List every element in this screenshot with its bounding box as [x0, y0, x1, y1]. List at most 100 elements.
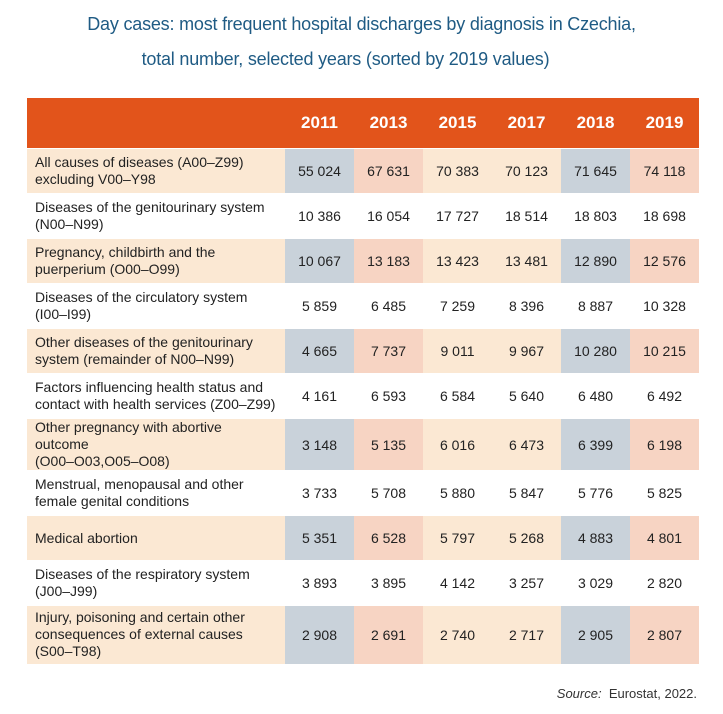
value-cell-2015: 5 797 — [423, 515, 492, 561]
row-label: Diseases of the genitourinary system (N00… — [27, 193, 285, 239]
row-label-line: excluding V00–Y98 — [35, 171, 156, 187]
column-header-2018: 2018 — [561, 98, 630, 149]
value-cell-2015: 6 016 — [423, 418, 492, 471]
column-header-2011: 2011 — [285, 98, 354, 149]
row-label: Menstrual, menopausal and other female ge… — [27, 470, 285, 516]
column-header-2015: 2015 — [423, 98, 492, 149]
row-label: Medical abortion — [27, 515, 285, 561]
table-row: Medical abortion 5 351 6 528 5 797 5 268 4 88… — [27, 515, 699, 561]
value-cell-2019: 18 698 — [630, 193, 699, 239]
value-cell-2013: 5 135 — [354, 418, 423, 471]
column-header-2017: 2017 — [492, 98, 561, 149]
value-cell-2013: 3 895 — [354, 560, 423, 606]
value-cell-2019: 2 820 — [630, 560, 699, 606]
value-cell-2019: 6 198 — [630, 418, 699, 471]
value-cell-2013: 16 054 — [354, 193, 423, 239]
value-cell-2015: 5 880 — [423, 470, 492, 516]
row-label: Diseases of the respiratory system (J00–J… — [27, 560, 285, 606]
value-cell-2018: 12 890 — [561, 238, 630, 284]
value-cell-2017: 5 847 — [492, 470, 561, 516]
row-label-line: All causes of diseases (A00–Z99) — [35, 154, 244, 170]
chart-title-line-1: Day cases: most frequent hospital discha… — [87, 14, 636, 34]
value-cell-2011: 4 665 — [285, 328, 354, 374]
table-body: All causes of diseases (A00–Z99) excludin… — [27, 148, 699, 664]
value-cell-2019: 5 825 — [630, 470, 699, 516]
chart-title-line-2: total number, selected years (sorted by … — [141, 49, 550, 69]
value-cell-2018: 10 280 — [561, 328, 630, 374]
value-cell-2015: 17 727 — [423, 193, 492, 239]
row-label-line: female genital conditions — [35, 493, 190, 509]
value-cell-2017: 3 257 — [492, 560, 561, 606]
value-cell-2011: 5 351 — [285, 515, 354, 561]
table-row: Diseases of the circulatory system (I00–I… — [27, 283, 699, 329]
value-cell-2015: 13 423 — [423, 238, 492, 284]
row-label-line: (S00–T98) — [35, 643, 102, 660]
value-cell-2017: 70 123 — [492, 148, 561, 194]
row-label: Injury, poisoning and certain other conse… — [27, 605, 285, 664]
value-cell-2019: 10 328 — [630, 283, 699, 329]
value-cell-2011: 3 893 — [285, 560, 354, 606]
value-cell-2019: 10 215 — [630, 328, 699, 374]
value-cell-2018: 6 480 — [561, 373, 630, 419]
value-cell-2017: 18 514 — [492, 193, 561, 239]
row-label-line: puerperium (O00–O99) — [35, 261, 180, 277]
table-row: Diseases of the genitourinary system (N00… — [27, 193, 699, 239]
value-cell-2018: 71 645 — [561, 148, 630, 194]
row-label: Factors influencing health status and con… — [27, 373, 285, 419]
value-cell-2019: 74 118 — [630, 148, 699, 194]
value-cell-2013: 6 485 — [354, 283, 423, 329]
row-label-line: (I00–I99) — [35, 306, 92, 322]
value-cell-2017: 2 717 — [492, 605, 561, 664]
source-note: Source: Eurostat, 2022. — [557, 686, 697, 701]
value-cell-2011: 10 067 — [285, 238, 354, 284]
discharges-table: 2011 2013 2015 2017 2018 2019 All causes of d… — [27, 98, 699, 664]
value-cell-2018: 5 776 — [561, 470, 630, 516]
row-label-line: Other pregnancy with abortive outcome — [35, 419, 222, 452]
table-row: Pregnancy, childbirth and the puerperium … — [27, 238, 699, 284]
value-cell-2019: 12 576 — [630, 238, 699, 284]
value-cell-2018: 6 399 — [561, 418, 630, 471]
value-cell-2017: 6 473 — [492, 418, 561, 471]
column-header-2019: 2019 — [630, 98, 699, 149]
value-cell-2017: 5 268 — [492, 515, 561, 561]
row-label-line: (N00–N99) — [35, 216, 104, 232]
value-cell-2018: 4 883 — [561, 515, 630, 561]
row-label-line: (O00–O03,O05–O08) — [35, 453, 170, 469]
table-row: Menstrual, menopausal and other female ge… — [27, 470, 699, 516]
row-label-line: Diseases of the respiratory system — [35, 566, 250, 582]
value-cell-2011: 5 859 — [285, 283, 354, 329]
value-cell-2017: 5 640 — [492, 373, 561, 419]
value-cell-2013: 6 593 — [354, 373, 423, 419]
row-label-line: Diseases of the genitourinary system — [35, 199, 265, 215]
row-label-line: Menstrual, menopausal and other — [35, 476, 244, 492]
value-cell-2011: 4 161 — [285, 373, 354, 419]
row-label-line: contact with health services (Z00–Z99) — [35, 396, 276, 412]
row-label: Other pregnancy with abortive outcome (O0… — [27, 418, 285, 471]
value-cell-2011: 3 733 — [285, 470, 354, 516]
row-label-line: system (remainder of N00–N99) — [35, 351, 235, 367]
header-label-cell — [27, 98, 285, 149]
value-cell-2015: 2 740 — [423, 605, 492, 664]
table-row: All causes of diseases (A00–Z99) excludin… — [27, 148, 699, 194]
value-cell-2018: 18 803 — [561, 193, 630, 239]
value-cell-2017: 8 396 — [492, 283, 561, 329]
value-cell-2018: 3 029 — [561, 560, 630, 606]
row-label-line: consequences of external causes — [35, 626, 243, 643]
value-cell-2019: 2 807 — [630, 605, 699, 664]
value-cell-2018: 2 905 — [561, 605, 630, 664]
value-cell-2017: 13 481 — [492, 238, 561, 284]
row-label-line: Diseases of the circulatory system — [35, 289, 248, 305]
row-label-line: Injury, poisoning and certain other — [35, 609, 245, 626]
value-cell-2015: 7 259 — [423, 283, 492, 329]
value-cell-2018: 8 887 — [561, 283, 630, 329]
value-cell-2017: 9 967 — [492, 328, 561, 374]
table-row: Other pregnancy with abortive outcome (O0… — [27, 418, 699, 471]
row-label-line: Factors influencing health status and — [35, 379, 264, 395]
value-cell-2013: 6 528 — [354, 515, 423, 561]
value-cell-2011: 2 908 — [285, 605, 354, 664]
row-label: Other diseases of the genitourinary syste… — [27, 328, 285, 374]
value-cell-2013: 67 631 — [354, 148, 423, 194]
row-label: Pregnancy, childbirth and the puerperium … — [27, 238, 285, 284]
row-label: Diseases of the circulatory system (I00–I… — [27, 283, 285, 329]
value-cell-2011: 10 386 — [285, 193, 354, 239]
